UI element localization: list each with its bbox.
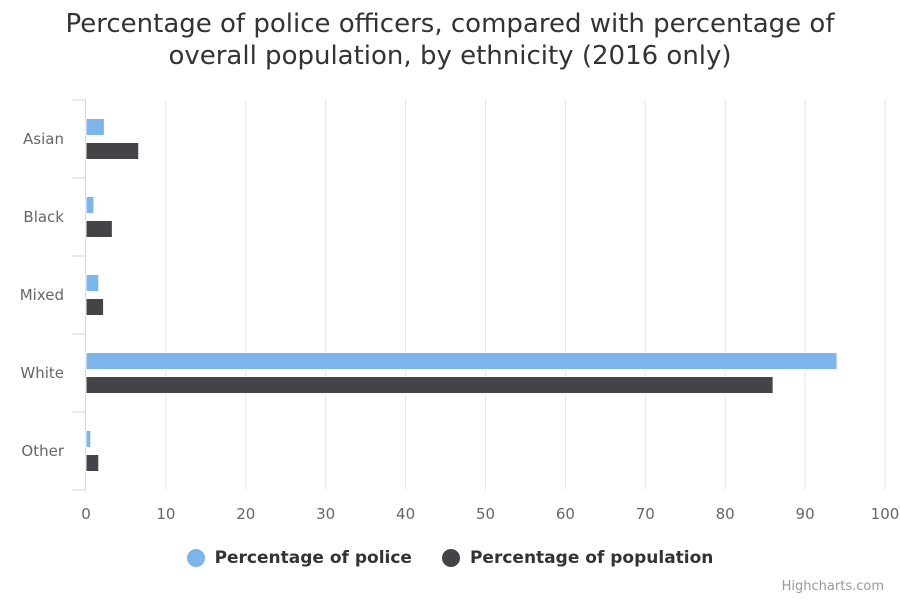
category-label: Mixed — [20, 286, 64, 304]
bar-population[interactable] — [85, 220, 113, 238]
credits-link[interactable]: Highcharts.com — [781, 579, 884, 594]
x-tick-label: 10 — [156, 505, 175, 523]
chart-title-line-2: overall population, by ethnicity (2016 o… — [168, 41, 732, 71]
bar-police[interactable] — [85, 118, 105, 136]
x-tick-label: 90 — [796, 505, 815, 523]
x-tick-label: 50 — [476, 505, 495, 523]
bars — [85, 118, 838, 472]
bar-population[interactable] — [85, 142, 140, 160]
x-tick-label: 40 — [396, 505, 415, 523]
x-tick-label: 0 — [81, 505, 91, 523]
chart-title-line-1: Percentage of police officers, compared … — [65, 9, 835, 39]
bar-population[interactable] — [85, 376, 774, 394]
category-label: Black — [23, 208, 64, 226]
legend-marker-police — [186, 549, 205, 567]
legend-item-population[interactable]: Percentage of population — [441, 548, 714, 568]
category-label: Asian — [23, 130, 64, 148]
x-tick-label: 60 — [556, 505, 575, 523]
legend: Percentage of police Percentage of popul… — [0, 548, 900, 568]
axes — [72, 99, 86, 491]
bar-police[interactable] — [85, 430, 92, 448]
legend-marker-population — [441, 549, 460, 567]
x-tick-label: 20 — [236, 505, 255, 523]
chart-title: Percentage of police officers, compared … — [0, 8, 900, 72]
bar-police[interactable] — [85, 352, 838, 370]
bar-police[interactable] — [85, 274, 100, 292]
grid-lines — [165, 100, 886, 490]
tick-labels: 0 10 20 30 40 50 60 70 80 90 100 Asian Black Mixed Whi… — [20, 130, 900, 523]
category-label: White — [20, 364, 64, 382]
x-tick-label: 70 — [636, 505, 655, 523]
x-tick-label: 80 — [716, 505, 735, 523]
legend-item-police[interactable]: Percentage of police — [186, 548, 412, 568]
x-tick-label: 100 — [871, 505, 900, 523]
bar-population[interactable] — [85, 298, 105, 316]
category-label: Other — [21, 442, 64, 460]
legend-label-police: Percentage of police — [214, 548, 412, 568]
x-tick-label: 30 — [316, 505, 335, 523]
bar-population[interactable] — [85, 454, 100, 472]
legend-label-population: Percentage of population — [469, 548, 714, 568]
bar-police[interactable] — [85, 196, 95, 214]
